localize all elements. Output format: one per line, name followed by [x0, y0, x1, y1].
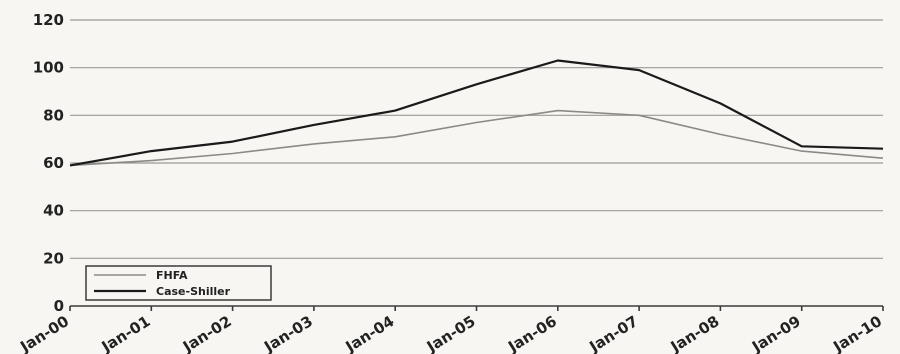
series-lines — [69, 59, 884, 167]
x-tick-label-jan-05: Jan-05 — [423, 312, 479, 354]
y-tick-label-80: 80 — [43, 106, 64, 124]
x-tick-label-jan-06: Jan-06 — [504, 312, 560, 354]
x-axis-ticks: Jan-00 Jan-01 Jan-02 Jan-03 Jan-04 Jan-05 Jan-… — [16, 306, 885, 354]
x-tick-label-jan-02: Jan-02 — [179, 312, 235, 354]
legend: FHFA Case-Shiller — [85, 265, 272, 301]
y-tick-label-40: 40 — [43, 202, 64, 220]
y-tick-label-100: 100 — [33, 59, 64, 77]
x-tick-label-jan-09: Jan-09 — [748, 312, 804, 354]
y-tick-label-20: 20 — [43, 249, 64, 267]
y-tick-label-0: 0 — [54, 297, 64, 315]
x-tick-label-jan-04: Jan-04 — [342, 312, 398, 354]
y-axis-ticks: 0 20 40 60 80 100 120 — [33, 11, 64, 315]
y-tick-label-120: 120 — [33, 11, 64, 29]
legend-label-case-shiller: Case-Shiller — [156, 285, 231, 298]
x-tick-label-jan-01: Jan-01 — [98, 312, 154, 354]
series-line-case-shiller — [69, 59, 884, 167]
x-tick-label-jan-07: Jan-07 — [585, 312, 641, 354]
x-tick-label-jan-03: Jan-03 — [260, 312, 316, 354]
gridlines — [70, 19, 883, 307]
series-line-fhfa — [69, 109, 884, 167]
x-tick-label-jan-08: Jan-08 — [667, 312, 723, 354]
y-tick-label-60: 60 — [43, 154, 64, 172]
x-tick-label-jan-10: Jan-10 — [829, 312, 885, 354]
legend-label-fhfa: FHFA — [156, 269, 188, 282]
x-tick-label-jan-00: Jan-00 — [16, 312, 72, 354]
legend-box — [85, 265, 272, 301]
